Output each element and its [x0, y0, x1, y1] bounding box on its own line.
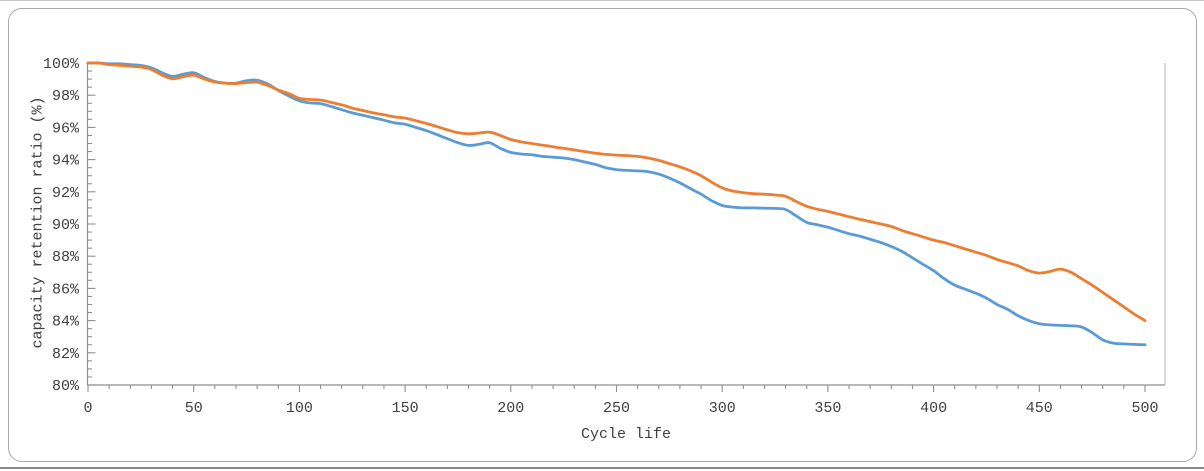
y-tick-label: 86%: [52, 281, 80, 298]
y-tick-label: 88%: [52, 249, 80, 266]
bottom-edge-line: [0, 467, 1204, 469]
y-axis-title: capacity retention ratio (%): [29, 96, 47, 349]
y-tick-label: 82%: [52, 346, 80, 363]
y-tick-label: 94%: [52, 153, 80, 170]
x-tick-label: 50: [185, 400, 203, 417]
y-tick-label: 92%: [52, 185, 80, 202]
y-tick-label: 90%: [52, 217, 80, 234]
y-tick-label: 100%: [43, 56, 80, 73]
x-tick-label: 450: [1026, 400, 1053, 417]
x-tick-label: 300: [709, 400, 736, 417]
top-edge-line: [0, 0, 1204, 1]
y-tick-label: 80%: [52, 378, 80, 395]
x-axis-ticks: [87, 385, 1146, 392]
data-series: [86, 61, 1147, 347]
x-axis-title: Cycle life: [580, 426, 671, 443]
x-tick-label: 350: [814, 400, 841, 417]
x-tick-label: 500: [1131, 400, 1158, 417]
y-tick-label: 98%: [52, 88, 80, 105]
chart-frame: [8, 8, 1197, 462]
y-axis-tick-labels: 80% 82% 84% 86% 88% 90% 92% 94% 96% 98% 100%: [43, 56, 80, 395]
series-2-line-orange: [86, 61, 1147, 322]
x-tick-label: 150: [392, 400, 419, 417]
x-tick-label: 100: [286, 400, 313, 417]
x-tick-label: 400: [920, 400, 947, 417]
x-tick-label: 200: [497, 400, 524, 417]
axes: [86, 63, 1166, 386]
x-axis-tick-labels: 0 50 100 150 200 250 300 350 400 450 500: [83, 400, 1158, 417]
x-tick-label: 0: [83, 400, 92, 417]
series-1-line-blue: [86, 61, 1147, 347]
y-tick-label: 84%: [52, 314, 80, 331]
x-tick-label: 250: [603, 400, 630, 417]
y-axis-ticks: [87, 62, 96, 386]
y-tick-label: 96%: [52, 120, 80, 137]
